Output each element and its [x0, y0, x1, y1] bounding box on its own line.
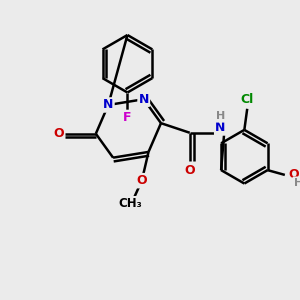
- Text: O: O: [184, 164, 195, 177]
- Text: O: O: [136, 174, 147, 187]
- Text: CH₃: CH₃: [118, 197, 142, 210]
- Text: N: N: [103, 98, 113, 112]
- Text: N: N: [215, 122, 226, 134]
- Text: H: H: [216, 112, 225, 122]
- Text: F: F: [123, 111, 132, 124]
- Text: Cl: Cl: [241, 93, 254, 106]
- Text: O: O: [289, 168, 299, 182]
- Text: H: H: [294, 178, 300, 188]
- Text: O: O: [53, 127, 64, 140]
- Text: N: N: [139, 93, 149, 106]
